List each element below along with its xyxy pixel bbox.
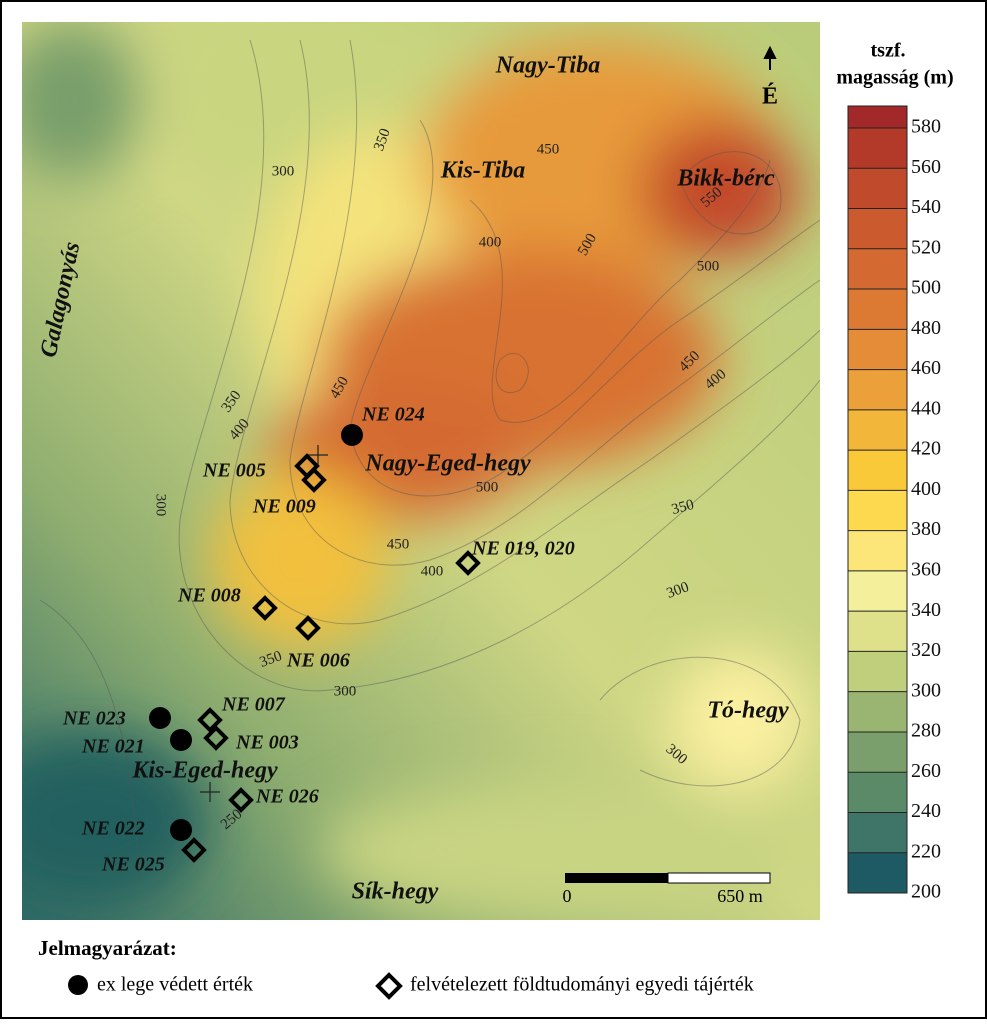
colorbar-band: [848, 289, 907, 329]
place-label: Nagy-Eged-hegy: [364, 451, 531, 477]
colorbar: tszf. magasság (m) 200 220 240 260 280 300 320…: [836, 40, 953, 903]
colorbar-band: [848, 450, 907, 490]
colorbar-tick-label: 280: [911, 720, 941, 742]
site-label: NE 008: [177, 585, 241, 607]
site-label: NE 006: [286, 650, 350, 672]
contour-label: 450: [387, 536, 410, 552]
protected-site: [149, 707, 171, 729]
site-label: NE 023: [62, 708, 126, 730]
site-label: NE 003: [235, 732, 299, 754]
legend-diamond: [378, 975, 400, 997]
colorbar-tick-label: 500: [911, 277, 941, 299]
scale-bar-white: [668, 873, 770, 883]
colorbar-tick-label: 300: [911, 679, 941, 701]
colorbar-band: [848, 370, 907, 410]
site-label: NE 021: [81, 736, 145, 758]
colorbar-band: [848, 490, 907, 530]
site-label: NE 022: [81, 818, 145, 840]
colorbar-title: magasság (m): [836, 67, 953, 89]
colorbar-tick-label: 260: [911, 760, 941, 782]
colorbar-tick-label: 420: [911, 438, 941, 460]
scale-bar-black: [565, 873, 668, 883]
protected-site: [170, 729, 192, 751]
colorbar-tick-label: 560: [911, 156, 941, 178]
colorbar-tick-label: 580: [911, 116, 941, 138]
legend-title: Jelmagyarázat:: [38, 936, 177, 960]
colorbar-band: [848, 812, 907, 852]
colorbar-band: [848, 853, 907, 893]
contour-label: 400: [421, 563, 444, 579]
colorbar-band: [848, 531, 907, 571]
protected-site: [341, 424, 363, 446]
place-label: Kis-Tiba: [440, 158, 525, 184]
colorbar-band: [848, 732, 907, 772]
scale-end: 650 m: [717, 886, 763, 906]
north-label: É: [762, 84, 778, 110]
colorbar-tick-label: 460: [911, 357, 941, 379]
colorbar-tick-label: 240: [911, 800, 941, 822]
colorbar-tick-label: 540: [911, 196, 941, 218]
contour-label: 450: [537, 141, 560, 157]
place-label: Kis-Eged-hegy: [131, 758, 278, 784]
colorbar-band: [848, 209, 907, 249]
map-figure: tszf. magasság (m) 200 220 240 260 280 300 320…: [0, 0, 987, 1019]
site-label: NE 026: [255, 786, 319, 808]
legend-label: ex lege védett érték: [97, 974, 253, 996]
colorbar-tick-label: 340: [911, 599, 941, 621]
colorbar-band: [848, 106, 907, 128]
colorbar-band: [848, 168, 907, 208]
colorbar-tick-label: 200: [911, 881, 941, 903]
contour-label: 300: [272, 163, 295, 179]
contour-label: 500: [476, 479, 499, 495]
colorbar-tick-label: 320: [911, 639, 941, 661]
legend-label: felvételezett földtudományi egyedi tájér…: [410, 974, 754, 996]
site-label: NE 007: [221, 694, 286, 716]
colorbar-tick-label: 480: [911, 317, 941, 339]
colorbar-band: [848, 611, 907, 651]
contour-label: 500: [697, 258, 720, 274]
colorbar-title: tszf.: [871, 40, 906, 62]
colorbar-band: [848, 329, 907, 369]
colorbar-band: [848, 571, 907, 611]
place-label: Nagy-Tiba: [495, 53, 600, 79]
place-label: Sík-hegy: [352, 879, 439, 905]
site-label: NE 025: [101, 854, 165, 876]
scale-start: 0: [563, 886, 572, 906]
colorbar-band: [848, 249, 907, 289]
contour-label: 300: [153, 494, 169, 517]
colorbar-tick-label: 380: [911, 518, 941, 540]
colorbar-tick-label: 400: [911, 478, 941, 500]
colorbar-tick-label: 440: [911, 397, 941, 419]
colorbar-band: [848, 651, 907, 691]
colorbar-band: [848, 128, 907, 168]
protected-site: [170, 819, 192, 841]
site-label: NE 005: [202, 460, 266, 482]
site-label: NE 024: [361, 404, 425, 426]
colorbar-tick-label: 220: [911, 840, 941, 862]
place-label: Bikk-bérc: [676, 166, 775, 192]
colorbar-band: [848, 772, 907, 812]
legend-circle: [68, 975, 88, 995]
colorbar-band: [848, 692, 907, 732]
contour-label: 400: [479, 234, 502, 250]
colorbar-tick-label: 360: [911, 558, 941, 580]
place-label: Tó-hegy: [707, 698, 789, 724]
colorbar-tick-label: 520: [911, 236, 941, 258]
site-label: NE 009: [252, 496, 316, 518]
contour-label: 300: [334, 683, 357, 699]
site-label: NE 019, 020: [471, 538, 575, 560]
colorbar-band: [848, 410, 907, 450]
